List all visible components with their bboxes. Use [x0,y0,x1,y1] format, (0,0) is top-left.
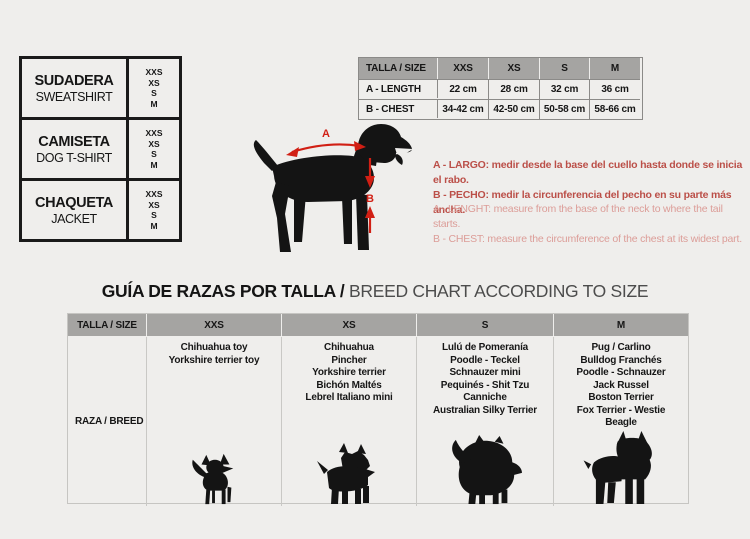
table-cell: 32 cm [540,79,590,99]
garment-name-es: CHAQUETA [35,194,113,211]
garment-name-en: SWEATSHIRT [35,89,113,104]
measuring-notes-english: A - LENGHT: measure from the base of the… [433,203,742,245]
breed-list: Chihuahua Pincher Yorkshire terrier Bichón … [305,342,393,403]
breed-chart-title-en: BREED CHART ACCORDING TO SIZE [349,281,649,301]
column-header: XXS [438,58,489,79]
breed-list: Lulú de Pomeranía Poodle - Teckel Schnauze… [433,342,537,416]
garment-sizes-list: XXS XS S M [145,128,163,170]
diagram-label-a: A [322,128,330,140]
column-header: S [417,314,554,337]
column-header: XS [282,314,417,337]
table-row: SUDADERA SWEATSHIRT XXS XS S M [22,59,179,120]
column-header: M [554,314,688,337]
measurements-table: TALLA / SIZE XXS XS S M A - LENGTH 22 cm… [358,57,643,120]
labrador-silhouette [253,124,413,252]
row-label: A - LENGTH [359,79,438,98]
table-cell: 22 cm [438,79,489,99]
garment-name-es: SUDADERA [34,72,114,89]
breed-chart-title-es: GUÍA DE RAZAS POR TALLA / [101,281,349,301]
breed-column-m: Pug / Carlino Bulldog Franchés Poodle - Sc… [554,337,688,506]
breed-list: Chihuahua toy Yorkshire terrier toy [168,342,260,366]
breed-chart-title: GUÍA DE RAZAS POR TALLA / BREED CHART AC… [0,281,750,302]
dog-measurement-diagram: A B [253,124,413,252]
row-label: RAZA / BREED [68,337,147,506]
measuring-notes-spanish: A - LARGO: medir desde la base del cuell… [433,159,743,216]
column-header: TALLA / SIZE [68,314,147,337]
garment-types-table: SUDADERA SWEATSHIRT XXS XS S M CAMISETA DOG… [19,56,182,242]
chest-arrow-b-lower [365,206,375,233]
table-cell: 50-58 cm [540,99,590,119]
garment-name-en: DOG T-SHIRT [36,150,112,165]
chest-arrow-b-upper [365,158,375,188]
chihuahua-silhouette [192,453,234,504]
table-cell: 36 cm [590,79,640,99]
table-cell: 58-66 cm [590,99,640,119]
pomeranian-silhouette [452,434,522,504]
breed-column-xxs: Chihuahua toy Yorkshire terrier toy [147,337,282,506]
table-row: CAMISETA DOG T-SHIRT XXS XS S M [22,120,179,181]
garment-sizes-list: XXS XS S M [145,189,163,231]
garment-sizes-list: XXS XS S M [145,67,163,109]
table-cell: 34-42 cm [438,99,489,119]
breed-list: Pug / Carlino Bulldog Franchés Poodle - Sc… [576,342,666,428]
garment-name-es: CAMISETA [38,133,110,150]
french-bulldog-silhouette [583,430,652,504]
table-cell: 42-50 cm [489,99,540,119]
column-header: TALLA / SIZE [359,58,438,79]
table-row: CHAQUETA JACKET XXS XS S M [22,181,179,239]
length-arrow-a [286,141,366,157]
column-header: XS [489,58,540,79]
garment-name-en: JACKET [51,211,97,226]
breed-column-xs: Chihuahua Pincher Yorkshire terrier Bichón … [282,337,417,506]
row-label: B - CHEST [359,99,438,118]
column-header: XXS [147,314,282,337]
yorkshire-terrier-silhouette [317,442,375,504]
column-header: M [590,58,640,79]
diagram-label-b: B [366,193,374,205]
table-cell: 28 cm [489,79,540,99]
column-header: S [540,58,590,79]
breed-chart-table: TALLA / SIZE XXS XS S M RAZA / BREED Chi… [67,313,689,506]
breed-column-s: Lulú de Pomeranía Poodle - Teckel Schnauze… [417,337,554,506]
